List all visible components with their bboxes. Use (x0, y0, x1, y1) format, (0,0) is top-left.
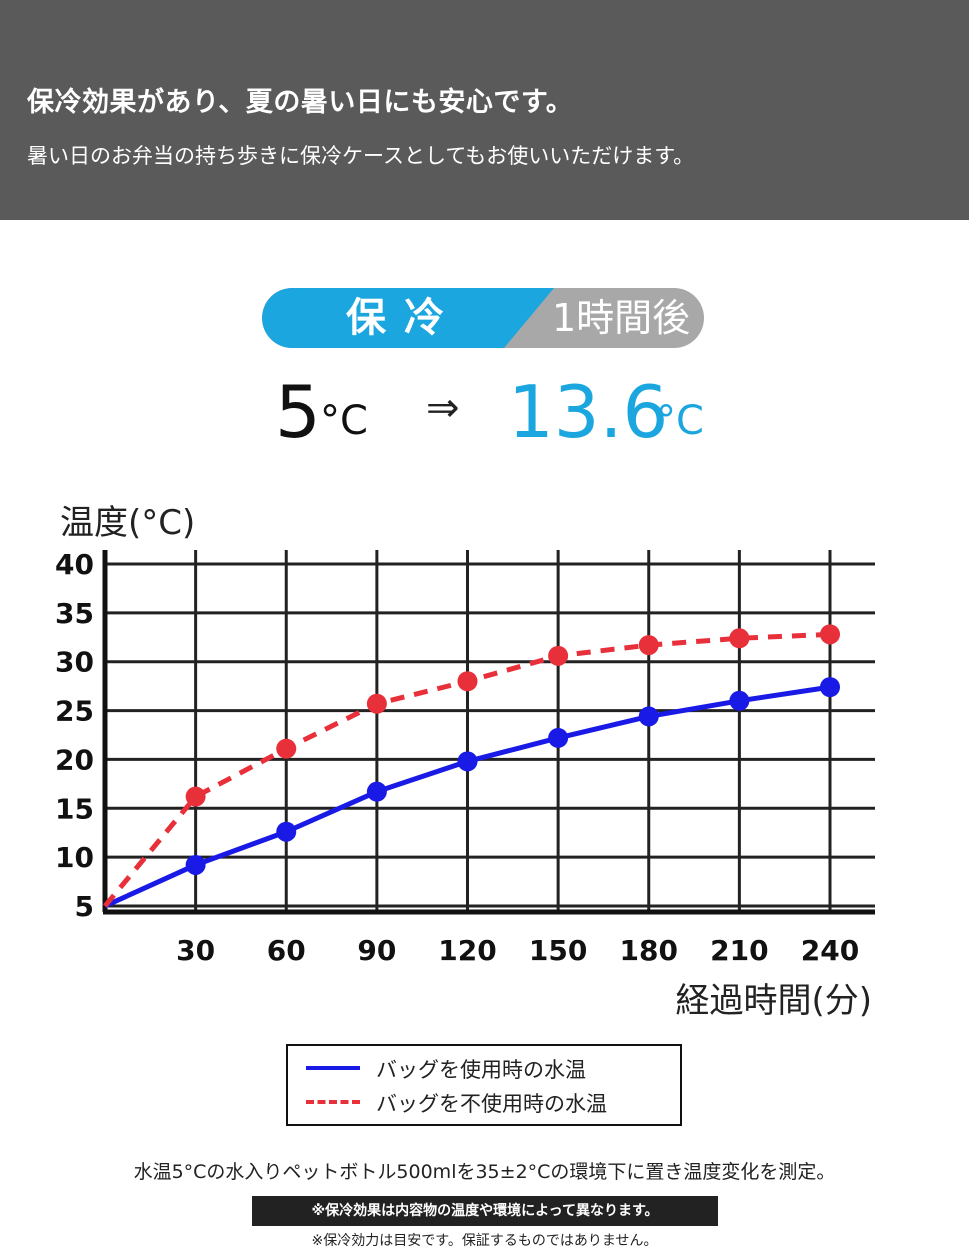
legend-item-without-bag: バッグを不使用時の水温 (306, 1088, 676, 1118)
x-tick-label: 240 (801, 934, 859, 967)
y-tick-label: 10 (55, 841, 94, 874)
y-tick-label: 40 (55, 548, 94, 581)
data-point (185, 854, 206, 875)
legend-swatch-solid (306, 1066, 360, 1070)
data-point (366, 781, 387, 802)
y-tick-label: 20 (55, 743, 94, 776)
y-tick-label: 30 (55, 646, 94, 679)
temperature-comparison: 5 °C ⇒ 13.6 °C (0, 370, 969, 460)
data-point (276, 821, 297, 842)
temp-before-unit: °C (320, 398, 368, 444)
badge-right-label: 1時間後 (552, 296, 691, 340)
temp-before-value: 5 (275, 370, 321, 454)
y-tick-label: 5 (75, 890, 94, 923)
chart-grid (105, 550, 875, 912)
chart-axes (102, 550, 875, 915)
y-tick-label: 25 (55, 695, 94, 728)
data-point (820, 624, 840, 645)
x-tick-label: 30 (176, 934, 215, 967)
data-point (185, 786, 206, 807)
temperature-chart: 温度(°C) 経過時間(分) 5 10 15 20 25 30 35 40 30 60 90 120… (55, 503, 875, 1021)
x-tick-label: 210 (710, 934, 768, 967)
data-point (729, 690, 750, 711)
data-point (548, 727, 569, 748)
y-axis-label: 温度(°C) (60, 503, 195, 543)
data-point (366, 693, 387, 714)
legend-item-with-bag: バッグを使用時の水温 (306, 1054, 676, 1084)
arrow-icon: ⇒ (426, 385, 460, 431)
badge-left-label: 保冷 (346, 295, 462, 341)
temp-after-unit: °C (656, 398, 704, 444)
data-point (457, 671, 478, 692)
chart-legend: バッグを使用時の水温 バッグを不使用時の水温 (286, 1044, 682, 1126)
data-point (820, 677, 840, 698)
data-point (548, 645, 569, 666)
measurement-note: 水温5°Cの水入りペットボトル500mlを35±2°Cの環境下に置き温度変化を測… (133, 1161, 836, 1183)
badge-slant (504, 288, 554, 348)
badge-left-segment (262, 288, 504, 348)
data-point (729, 628, 750, 649)
disclaimer-box: ※保冷効果は内容物の温度や環境によって異なります。 (252, 1196, 718, 1226)
data-point (638, 706, 659, 727)
y-tick-label: 15 (55, 792, 94, 825)
header-banner: 保冷効果があり、夏の暑い日にも安心です。 暑い日のお弁当の持ち歩きに保冷ケースと… (0, 0, 969, 220)
x-tick-label: 90 (357, 934, 396, 967)
cooling-badge: 保冷 1時間後 (262, 288, 704, 348)
data-point (457, 751, 478, 772)
x-tick-label: 60 (267, 934, 306, 967)
y-tick-label: 35 (55, 597, 94, 630)
x-tick-label: 180 (620, 934, 678, 967)
header-title: 保冷効果があり、夏の暑い日にも安心です。 (27, 87, 574, 118)
data-point (276, 738, 297, 759)
legend-label-without-bag: バッグを不使用時の水温 (376, 1092, 607, 1116)
x-tick-labels: 30 60 90 120 150 180 210 240 (176, 934, 859, 967)
x-tick-label: 120 (438, 934, 496, 967)
chart-series (103, 624, 840, 909)
legend-label-with-bag: バッグを使用時の水温 (376, 1058, 586, 1082)
header-subtitle: 暑い日のお弁当の持ち歩きに保冷ケースとしてもお使いいただけます。 (27, 144, 695, 168)
data-point (638, 635, 659, 656)
x-axis-label: 経過時間(分) (675, 981, 872, 1021)
temp-after-value: 13.6 (508, 370, 669, 454)
disclaimer-bottom: ※保冷効力は目安です。保証するものではありません。 (311, 1233, 658, 1249)
x-tick-label: 150 (529, 934, 587, 967)
y-tick-labels: 5 10 15 20 25 30 35 40 (55, 548, 94, 923)
legend-swatch-dashed (306, 1100, 360, 1104)
